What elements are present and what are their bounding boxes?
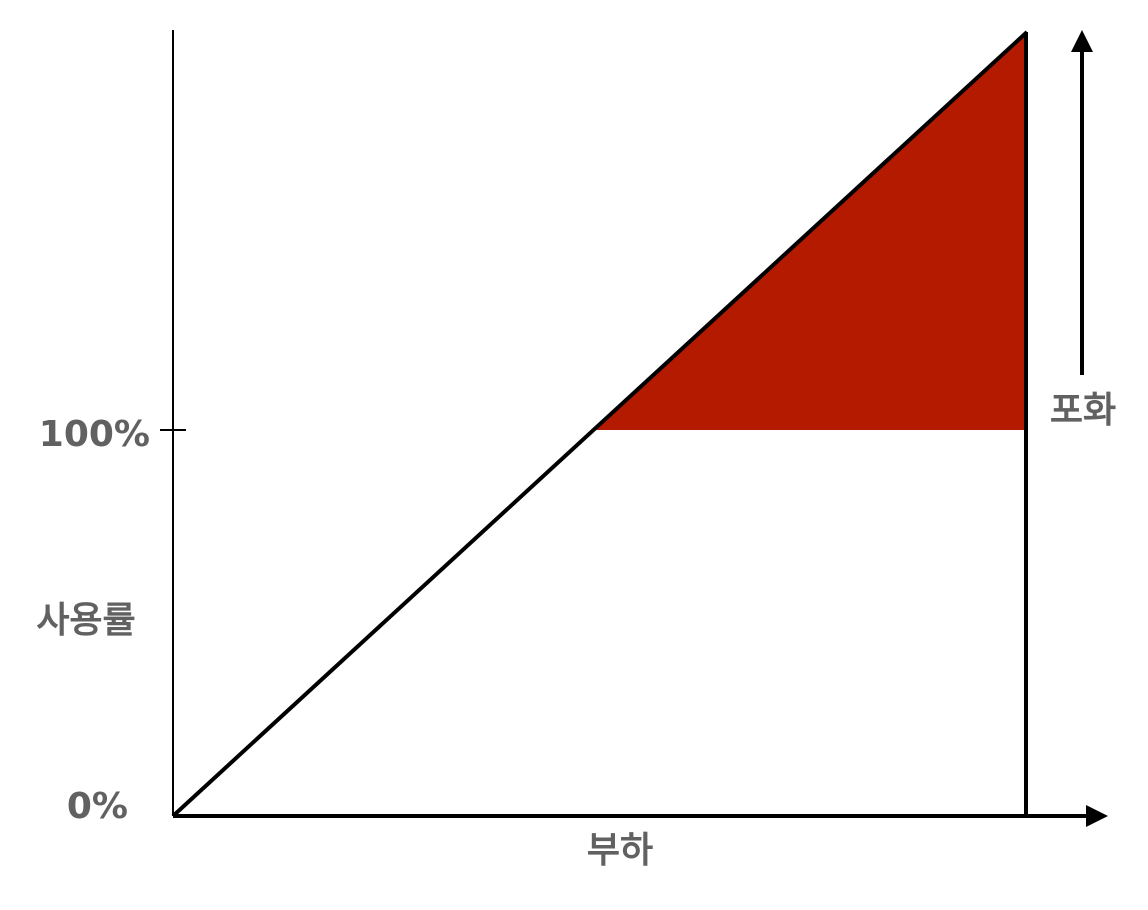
- y-axis-label: 사용률: [36, 600, 135, 641]
- y-tick-0-label: 0%: [67, 786, 128, 827]
- x-axis-arrowhead: [1086, 805, 1108, 827]
- saturation-arrowhead: [1071, 30, 1093, 52]
- y-tick-100-label: 100%: [39, 414, 150, 455]
- saturation-label: 포화: [1050, 390, 1116, 431]
- x-axis-label: 부하: [587, 830, 653, 871]
- utilization-line: [171, 30, 1029, 818]
